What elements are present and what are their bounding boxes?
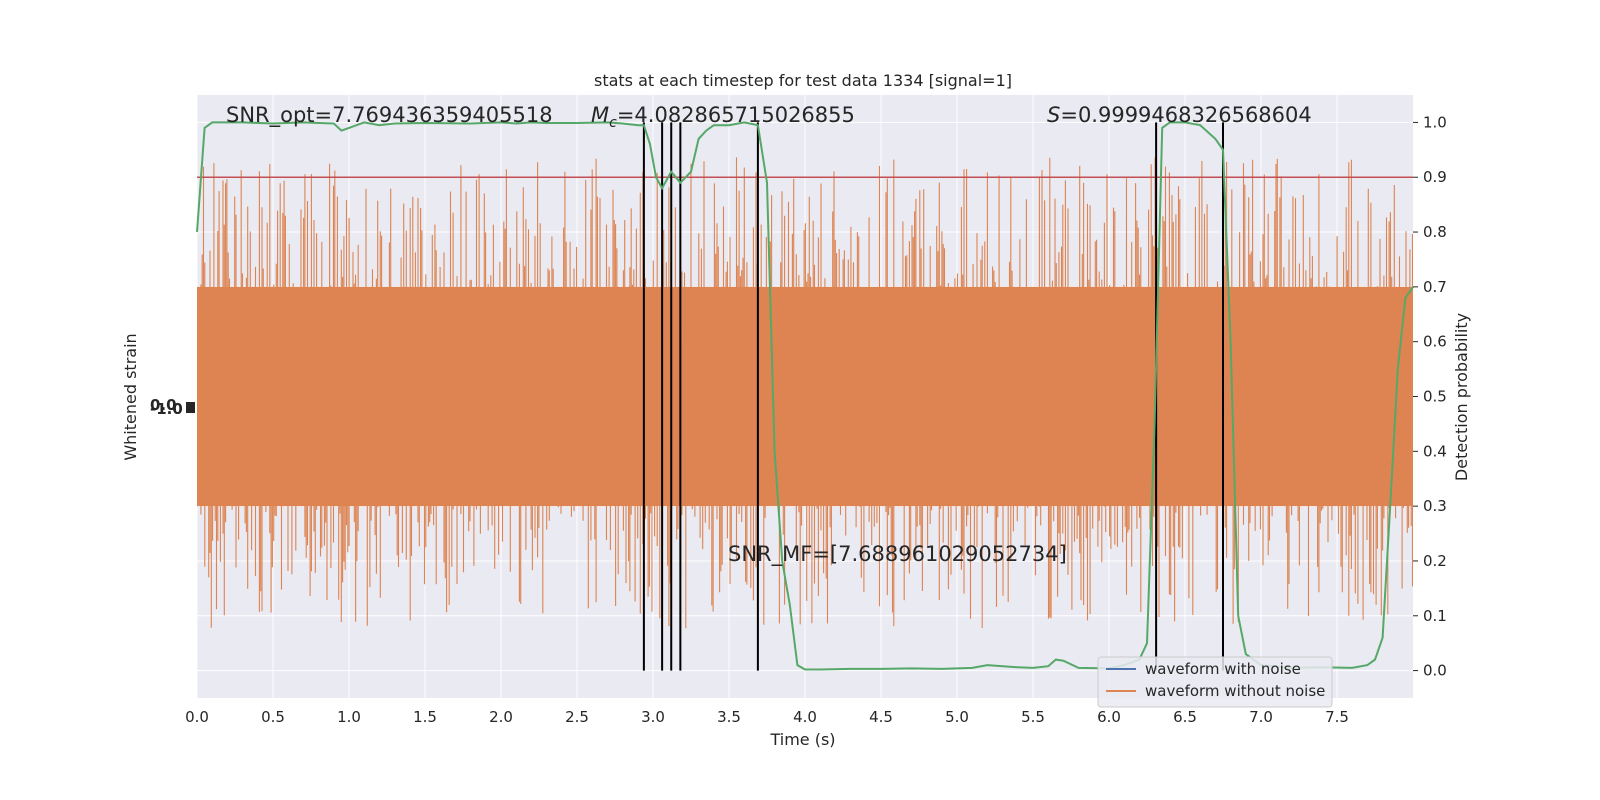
right-axis-label: Detection probability bbox=[1452, 313, 1471, 481]
x-tick-label: 3.5 bbox=[717, 708, 741, 726]
x-tick-label: 1.5 bbox=[413, 708, 437, 726]
x-tick-label: 7.5 bbox=[1325, 708, 1349, 726]
right-tick-label: 1.0 bbox=[1423, 113, 1447, 131]
x-tick-label: 2.0 bbox=[489, 708, 513, 726]
legend-label-without-noise: waveform without noise bbox=[1145, 682, 1325, 700]
s-annotation: S=0.9999468326568604 bbox=[1047, 103, 1312, 127]
right-tick-label: 0.8 bbox=[1423, 223, 1447, 241]
legend: waveform with noise waveform without noi… bbox=[1097, 656, 1333, 708]
x-tick-label: 6.5 bbox=[1173, 708, 1197, 726]
whitened-strain-series bbox=[197, 157, 1413, 629]
x-tick-label: 0.0 bbox=[185, 708, 209, 726]
x-tick-label: 5.0 bbox=[945, 708, 969, 726]
x-tick-label: 6.0 bbox=[1097, 708, 1121, 726]
chirp-mass-annotation: Mc=4.082865715026855 bbox=[591, 103, 855, 131]
right-tick-label: 0.7 bbox=[1423, 278, 1447, 296]
x-tick-label: 4.5 bbox=[869, 708, 893, 726]
x-axis-label: Time (s) bbox=[769, 730, 835, 749]
svg-text:0.0: 0.0 bbox=[150, 396, 177, 414]
chart-title: stats at each timestep for test data 133… bbox=[594, 71, 1012, 90]
x-tick-label: 7.0 bbox=[1249, 708, 1273, 726]
x-tick-label: 5.5 bbox=[1021, 708, 1045, 726]
x-tick-label: 4.0 bbox=[793, 708, 817, 726]
right-tick-label: 0.6 bbox=[1423, 333, 1447, 351]
legend-label-with-noise: waveform with noise bbox=[1145, 660, 1301, 678]
right-tick-label: 0.2 bbox=[1423, 552, 1447, 570]
detection-probability-line bbox=[196, 121, 1414, 671]
right-tick-label: 0.4 bbox=[1423, 442, 1447, 460]
svg-text:-1.0: -1.0 bbox=[150, 400, 183, 418]
right-tick-label: 0.1 bbox=[1423, 607, 1447, 625]
strain-trace bbox=[197, 157, 1413, 629]
legend-box bbox=[1097, 656, 1333, 708]
left-axis-collapsed-ticks: -1.0 0.0 bbox=[150, 396, 195, 418]
right-tick-label: 0.9 bbox=[1423, 168, 1447, 186]
right-tick-label: 0.5 bbox=[1423, 388, 1447, 406]
right-tick-label: 0.0 bbox=[1423, 662, 1447, 680]
x-tick-label: 1.0 bbox=[337, 708, 361, 726]
x-tick-label: 2.5 bbox=[565, 708, 589, 726]
vertical-markers bbox=[642, 122, 1224, 671]
right-axis-ticks: 0.0 0.1 0.2 0.3 0.4 0.5 0.6 0.7 0.8 0.9 1.0 bbox=[1413, 113, 1447, 680]
x-tick-label: 0.5 bbox=[261, 708, 285, 726]
snr-opt-annotation: SNR_opt=7.769436359405518 bbox=[226, 103, 553, 128]
x-tick-label: 3.0 bbox=[641, 708, 665, 726]
snr-mf-annotation: SNR_MF=[7.688961029052734] bbox=[728, 542, 1067, 567]
left-axis-label: Whitened strain bbox=[121, 333, 140, 460]
x-axis-ticks: 0.0 0.5 1.0 1.5 2.0 2.5 3.0 3.5 4.0 4.5 5.0 5.5 6.0 6… bbox=[185, 708, 1349, 726]
right-tick-label: 0.3 bbox=[1423, 497, 1447, 515]
